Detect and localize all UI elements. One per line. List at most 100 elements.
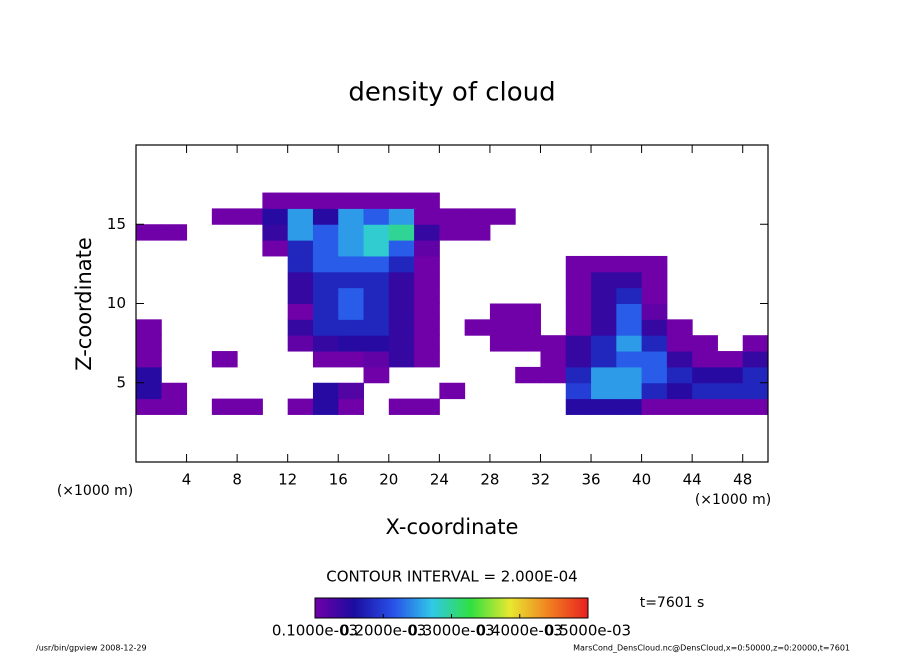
- cell: [363, 366, 390, 384]
- cell: [540, 208, 566, 224]
- cell: [414, 145, 440, 161]
- cell: [262, 335, 288, 351]
- cell: [742, 366, 769, 384]
- cell: [515, 366, 541, 384]
- cell: [490, 430, 516, 446]
- cell: [363, 192, 390, 209]
- cell: [288, 161, 314, 177]
- cell: [338, 192, 365, 209]
- cell: [565, 303, 592, 320]
- cell: [161, 208, 187, 224]
- cell: [565, 351, 592, 368]
- cell: [439, 240, 465, 256]
- cell: [262, 351, 288, 367]
- cell: [464, 208, 491, 225]
- cell: [212, 335, 238, 351]
- cell: [566, 414, 592, 430]
- cell: [136, 335, 162, 352]
- cell: [312, 335, 339, 352]
- cell: [288, 177, 314, 193]
- cell: [388, 240, 415, 257]
- cell: [439, 414, 465, 430]
- cell: [262, 145, 288, 161]
- cell: [187, 399, 213, 415]
- cell: [364, 414, 390, 430]
- cell: [515, 383, 541, 399]
- cell: [312, 192, 339, 209]
- cell: [439, 430, 465, 446]
- cell: [515, 430, 541, 446]
- cell: [692, 240, 718, 256]
- cell: [717, 319, 743, 335]
- cell: [490, 383, 516, 399]
- cell: [187, 335, 213, 351]
- cell: [237, 177, 263, 193]
- cell: [414, 192, 440, 209]
- cell: [591, 430, 617, 446]
- x-tick-label: 32: [531, 471, 550, 489]
- cell: [566, 193, 592, 209]
- cell: [136, 351, 162, 368]
- cell: [364, 383, 390, 399]
- cell: [717, 177, 743, 193]
- cell: [465, 256, 491, 272]
- cell: [540, 177, 566, 193]
- cell: [465, 288, 491, 304]
- cell: [591, 335, 617, 352]
- cell: [212, 319, 238, 335]
- cell: [642, 224, 668, 240]
- cell: [212, 446, 238, 462]
- cell: [414, 383, 440, 399]
- cell: [161, 240, 187, 256]
- cell: [287, 303, 314, 320]
- cell: [641, 335, 668, 352]
- cell: [515, 319, 541, 336]
- cell: [540, 446, 566, 462]
- cell: [439, 446, 465, 462]
- cell: [667, 430, 693, 446]
- cell: [287, 192, 314, 209]
- cell: [262, 288, 288, 304]
- cell: [717, 208, 743, 224]
- cell: [136, 177, 162, 193]
- cell: [338, 446, 364, 462]
- cell: [364, 446, 390, 462]
- cell: [262, 161, 288, 177]
- cell: [338, 177, 364, 193]
- cell: [237, 272, 263, 288]
- cell: [439, 193, 465, 209]
- cell: [666, 398, 693, 415]
- x-tick-label: 24: [430, 471, 449, 489]
- cell: [743, 288, 769, 304]
- cell: [743, 430, 769, 446]
- cell: [439, 224, 466, 241]
- cell: [262, 256, 288, 272]
- cell: [465, 367, 491, 383]
- cell: [515, 177, 541, 193]
- cell: [439, 399, 465, 415]
- cell: [616, 335, 643, 352]
- cell: [161, 398, 188, 415]
- cell: [212, 288, 238, 304]
- cell: [364, 430, 390, 446]
- cell: [540, 193, 566, 209]
- cell: [591, 255, 617, 273]
- cell: [717, 145, 743, 161]
- x-tick-label: 8: [232, 471, 242, 489]
- cell: [161, 430, 187, 446]
- cell: [616, 303, 643, 320]
- cell: [717, 430, 743, 446]
- cell: [490, 367, 516, 383]
- cell: [465, 193, 491, 209]
- cell: [667, 272, 693, 288]
- cell: [312, 271, 339, 289]
- cell: [742, 351, 769, 368]
- cell: [692, 177, 718, 193]
- cell: [237, 335, 263, 351]
- cell: [414, 255, 440, 273]
- cell: [136, 446, 162, 462]
- cell: [667, 414, 693, 430]
- x-tick-label: 16: [329, 471, 348, 489]
- contour-interval: CONTOUR INTERVAL = 2.000E-04: [326, 568, 577, 586]
- y-tick-label: 10: [107, 294, 126, 312]
